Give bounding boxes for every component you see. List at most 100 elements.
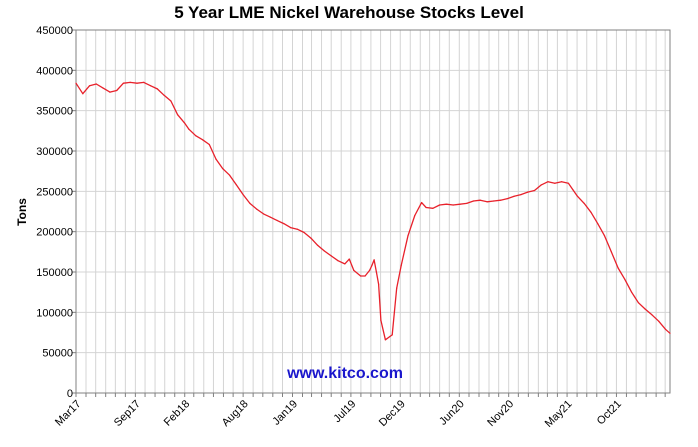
- data-point: [391, 334, 393, 336]
- y-tick-label: 250000: [36, 186, 73, 198]
- data-point: [513, 195, 515, 197]
- data-point: [215, 158, 217, 160]
- data-points: [75, 81, 671, 341]
- data-point: [276, 219, 278, 221]
- data-point: [414, 214, 416, 217]
- y-tick-label: 50000: [42, 348, 73, 360]
- grid-layer: [76, 29, 670, 394]
- data-point: [486, 201, 488, 203]
- x-tick-label: Sep17: [112, 398, 143, 429]
- data-point: [82, 93, 84, 95]
- y-tick-label: 0: [67, 388, 73, 400]
- data-point: [396, 287, 398, 289]
- data-point: [149, 85, 152, 87]
- data-point: [373, 259, 375, 261]
- data-point: [590, 211, 592, 213]
- data-point: [527, 191, 529, 193]
- data-point: [472, 200, 475, 202]
- data-point: [256, 208, 258, 210]
- y-axis-label: Tons: [15, 198, 29, 226]
- data-point: [143, 81, 145, 83]
- data-point: [170, 100, 172, 102]
- data-point: [283, 223, 285, 225]
- plot-frame: [75, 29, 671, 394]
- data-point: [459, 203, 461, 205]
- data-point: [506, 198, 508, 200]
- data-point: [95, 83, 97, 85]
- data-point: [400, 264, 402, 267]
- data-point: [290, 227, 292, 229]
- x-tick-label: Oct21: [595, 398, 624, 427]
- data-point: [369, 269, 371, 271]
- watermark-text[interactable]: www.kitco.com: [286, 365, 403, 382]
- data-point: [493, 200, 495, 202]
- data-point: [337, 260, 339, 262]
- data-point: [658, 320, 660, 322]
- data-point: [163, 94, 165, 96]
- data-point: [208, 143, 210, 146]
- data-point: [122, 82, 124, 84]
- data-point: [520, 194, 522, 196]
- data-point: [102, 87, 104, 89]
- data-point: [129, 81, 131, 83]
- data-point: [452, 204, 454, 206]
- data-point: [479, 199, 481, 201]
- data-point: [576, 195, 579, 197]
- data-point: [262, 213, 265, 215]
- data-point: [610, 251, 612, 253]
- data-point: [547, 181, 549, 183]
- data-point: [421, 202, 423, 204]
- data-point: [637, 302, 640, 304]
- data-point: [364, 275, 366, 277]
- x-tick-label: Aug18: [220, 398, 251, 429]
- x-tick-label: Jul19: [331, 398, 358, 425]
- data-point: [249, 202, 251, 204]
- data-point: [222, 168, 224, 170]
- x-tick-label: Feb18: [162, 398, 193, 429]
- y-tick-label: 200000: [36, 227, 73, 239]
- data-point: [407, 235, 409, 237]
- x-tick-label: Jun20: [437, 398, 467, 428]
- x-tick-label: Nov20: [485, 398, 516, 429]
- data-point: [303, 231, 305, 234]
- data-point: [136, 82, 138, 84]
- data-point: [229, 174, 231, 176]
- data-point: [269, 216, 271, 218]
- data-point: [380, 319, 382, 321]
- x-axis: Mar17 Sep17 Feb18 Aug18 Jan19 Jul19 Dec19 Jun20…: [53, 393, 666, 430]
- data-point: [389, 335, 391, 338]
- data-point: [466, 202, 468, 204]
- data-point: [296, 228, 298, 230]
- y-tick-label: 350000: [36, 106, 73, 118]
- data-point: [567, 182, 570, 184]
- data-point: [330, 255, 332, 257]
- data-point: [201, 139, 204, 141]
- data-point: [644, 308, 646, 310]
- data-point: [195, 135, 197, 137]
- data-point: [188, 128, 190, 130]
- data-point: [384, 339, 386, 341]
- data-point: [631, 291, 633, 293]
- y-axis: 0 50000 100000 150000 200000 250000 300000 3500…: [36, 25, 76, 400]
- data-point: [317, 244, 319, 246]
- data-point: [651, 314, 653, 316]
- x-tick-label: Mar17: [53, 398, 84, 429]
- y-tick-label: 150000: [36, 267, 73, 279]
- data-point: [445, 203, 447, 205]
- data-point: [242, 194, 244, 196]
- data-point: [425, 206, 427, 209]
- data-point: [597, 223, 599, 225]
- y-tick-label: 400000: [36, 65, 73, 77]
- data-point: [432, 207, 434, 209]
- x-tick-label: May21: [543, 398, 575, 430]
- x-tick-label: Dec19: [377, 398, 408, 429]
- data-point: [624, 278, 626, 280]
- data-point: [183, 122, 185, 124]
- data-point: [554, 182, 556, 184]
- data-point: [664, 328, 667, 330]
- data-point: [540, 184, 542, 186]
- data-point: [109, 91, 111, 93]
- data-point: [310, 237, 312, 239]
- x-tick-label: Jan19: [270, 398, 300, 428]
